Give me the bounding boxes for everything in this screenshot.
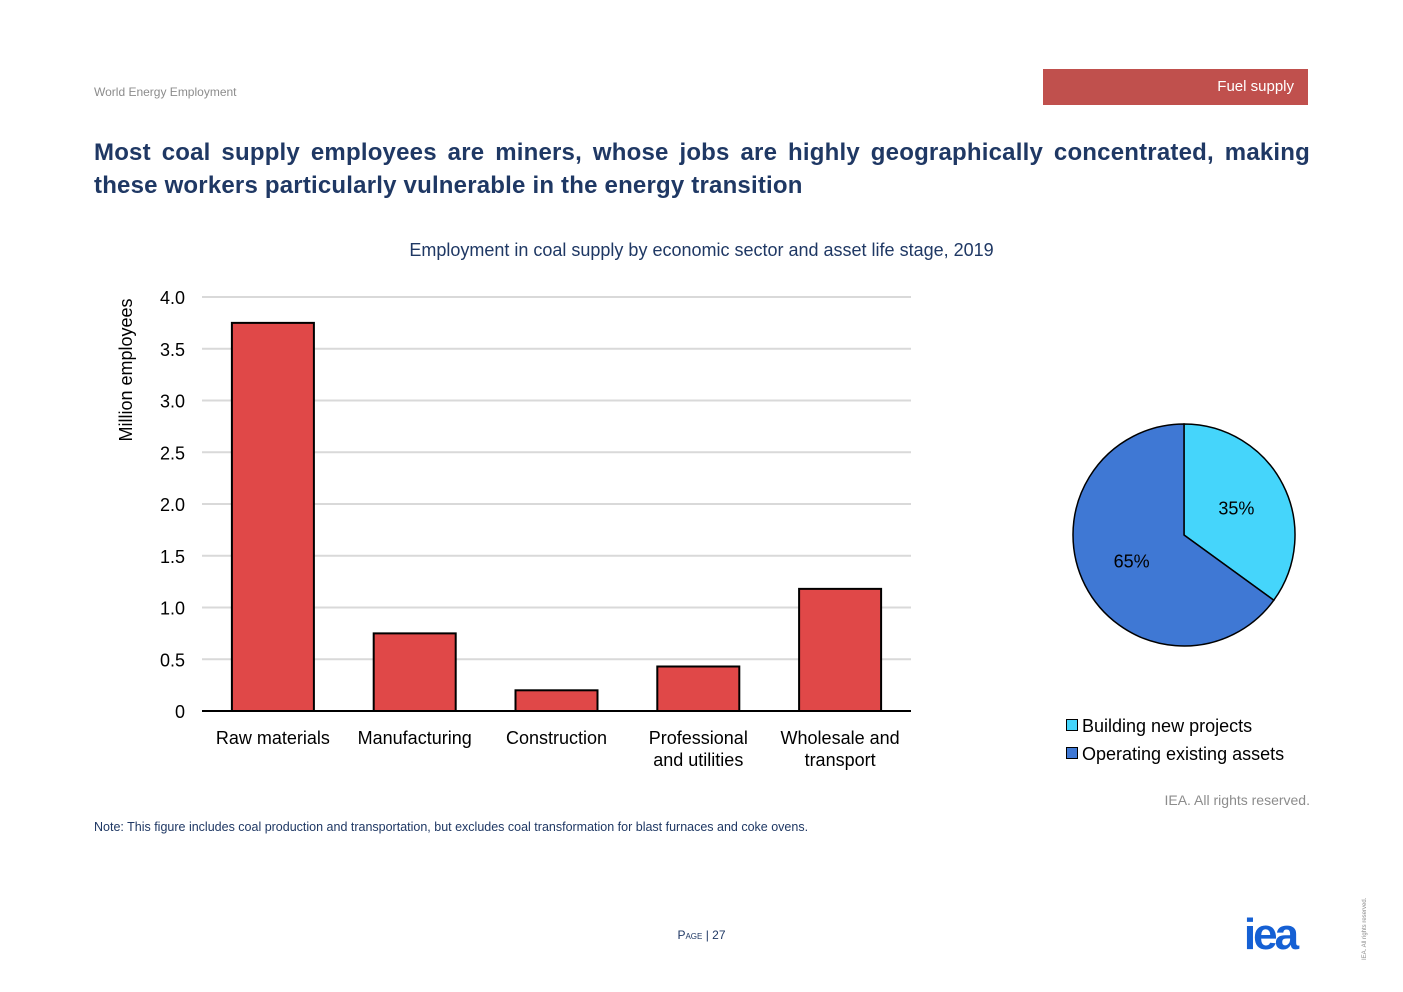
y-tick-label: 1.0 [160,599,185,619]
bar-series [230,321,883,712]
vertical-rights-notice: IEA. All rights reserved. [1362,897,1368,960]
pie-slice-label: 65% [1114,552,1150,572]
x-tick-label: transport [805,750,876,770]
x-tick-label: Manufacturing [358,728,472,748]
legend-swatch-operating [1066,747,1078,759]
x-tick-label: Wholesale and [781,728,900,748]
section-tag: Fuel supply [1043,69,1308,105]
iea-logo: iea [1244,916,1303,952]
legend-label-building: Building new projects [1082,716,1253,736]
figure-note: Note: This figure includes coal producti… [94,820,809,834]
bar [798,587,883,712]
x-tick-label: and utilities [653,750,743,770]
gridlines [202,296,911,661]
pie-slice [1072,423,1275,647]
page-number-value: 27 [712,928,726,942]
y-tick-label: 4.0 [160,288,185,308]
bar [372,632,457,712]
x-tick-label: Raw materials [216,728,330,748]
bar [514,689,599,712]
y-tick-label: 0 [175,702,185,722]
pie-slice [1183,423,1296,602]
page-number: Page | 27 [0,928,1403,942]
chart-title: Employment in coal supply by economic se… [409,240,994,260]
y-tick-label: 3.5 [160,340,185,360]
y-tick-label: 3.0 [160,392,185,412]
rights-notice: IEA. All rights reserved. [1164,792,1310,808]
y-tick-label: 0.5 [160,650,185,670]
legend-item-operating: Operating existing assets [1066,744,1284,765]
x-tick-label: Professional [649,728,748,748]
pie-chart: 35% 65% [1072,423,1296,647]
page-label: Page [677,928,703,942]
y-axis-label: Million employees [116,298,136,441]
axes: 0 0.5 1.0 1.5 2.0 2.5 3.0 3.5 4.0 Million employe… [116,288,911,770]
pie-slice-label: 35% [1218,498,1254,518]
x-tick-label: Construction [506,728,607,748]
iea-logo-text: iea [1244,916,1300,952]
y-tick-label: 2.5 [160,443,185,463]
chart-canvas: 0 0.5 1.0 1.5 2.0 2.5 3.0 3.5 4.0 Million employe… [116,288,1296,770]
bar [656,665,741,712]
legend-swatch-building [1066,719,1078,731]
bar [230,321,315,712]
y-tick-label: 1.5 [160,547,185,567]
legend-label-operating: Operating existing assets [1082,744,1285,764]
legend-item-building: Building new projects [1066,716,1252,737]
y-tick-label: 2.0 [160,495,185,515]
page-headline: Most coal supply employees are miners, w… [94,139,1310,199]
document-title: World Energy Employment [94,85,237,99]
page-separator: | [702,928,713,942]
